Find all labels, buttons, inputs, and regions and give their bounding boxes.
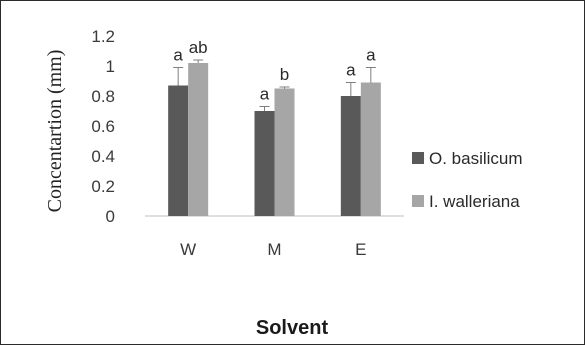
y-tick-label: 0 [106, 207, 115, 226]
bar [340, 96, 361, 216]
bar [360, 82, 381, 216]
legend-swatch [412, 195, 424, 207]
y-tick-label: 0.6 [91, 117, 115, 136]
x-axis-label: Solvent [256, 317, 329, 339]
legend-label: I. walleriana [429, 192, 520, 211]
significance-label: a [346, 61, 356, 80]
significance-label: a [173, 46, 183, 65]
x-tick-label: M [267, 240, 281, 259]
x-tick-label: W [180, 240, 196, 259]
significance-label: a [260, 85, 270, 104]
y-tick-label: 1 [106, 57, 115, 76]
significance-label: b [280, 65, 289, 84]
y-axis-label: Concentartion (mm) [44, 50, 66, 213]
y-tick-label: 0.4 [91, 147, 115, 166]
legend-swatch [412, 152, 424, 164]
significance-label: a [366, 46, 376, 65]
legend-label: O. basilicum [429, 149, 523, 168]
bar [168, 85, 189, 216]
bar [188, 63, 209, 216]
y-tick-label: 0.2 [91, 177, 115, 196]
y-tick-label: 1.2 [91, 27, 115, 46]
bar [274, 88, 295, 216]
y-tick-label: 0.8 [91, 87, 115, 106]
x-tick-label: E [355, 240, 366, 259]
significance-label: ab [189, 38, 208, 57]
bar [254, 111, 275, 216]
